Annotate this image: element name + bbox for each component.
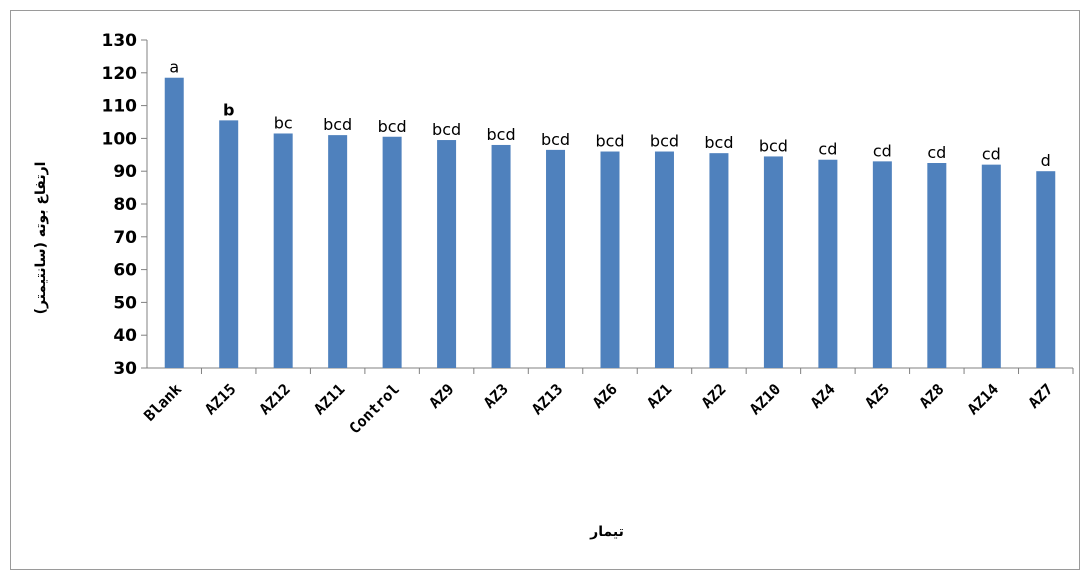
data-label: bcd <box>759 136 788 155</box>
x-tick-label: Control <box>346 380 403 437</box>
bar <box>1036 171 1056 368</box>
x-tick-label: AZ3 <box>480 380 512 412</box>
data-label: bcd <box>487 125 516 144</box>
y-tick-label: 80 <box>113 195 137 215</box>
bar <box>546 149 566 368</box>
data-label: bc <box>274 113 293 132</box>
bar <box>437 140 457 368</box>
x-tick-label: AZ6 <box>589 380 621 412</box>
x-tick-label: AZ2 <box>698 380 730 412</box>
data-label: bcd <box>595 132 624 151</box>
y-tick-label: 100 <box>102 129 138 149</box>
plot-area: 30 40 50 60 70 80 90 100 110 120 130 a Blank b AZ15 bc A… <box>102 31 1074 438</box>
x-tick-label: AZ5 <box>861 380 893 412</box>
data-label: bcd <box>378 117 407 136</box>
y-axis-title: ارتفاع بوته (سانتیمتر) <box>33 162 49 315</box>
y-tick-label: 90 <box>113 162 137 182</box>
data-label: cd <box>818 140 837 159</box>
y-tick-label: 120 <box>102 64 138 84</box>
x-tick-label: AZ7 <box>1025 380 1057 412</box>
bar <box>600 151 620 368</box>
x-tick-label: AZ12 <box>256 380 294 418</box>
bar <box>872 161 892 368</box>
x-tick-label: AZ8 <box>916 380 948 412</box>
y-tick-label: 110 <box>102 97 138 117</box>
data-label: bcd <box>650 132 679 151</box>
data-label: bcd <box>541 130 570 149</box>
y-tick-label: 30 <box>113 359 137 379</box>
x-tick-label: AZ11 <box>310 380 348 418</box>
bar <box>818 159 838 368</box>
data-label: bcd <box>432 120 461 139</box>
data-label: a <box>169 58 179 77</box>
bar <box>164 77 184 368</box>
bar <box>654 151 674 368</box>
data-label: b <box>223 100 234 119</box>
y-tick-label: 130 <box>102 31 138 51</box>
x-tick-label: AZ10 <box>746 380 784 418</box>
x-tick-label: AZ1 <box>643 380 675 412</box>
data-label: cd <box>927 143 946 162</box>
bar <box>981 164 1001 368</box>
bar <box>328 135 348 368</box>
y-tick-label: 40 <box>113 326 137 346</box>
bar <box>927 163 947 368</box>
data-label: cd <box>982 145 1001 164</box>
x-tick-label: AZ15 <box>201 380 239 418</box>
data-label: d <box>1041 151 1051 170</box>
x-tick-label: AZ4 <box>807 380 839 412</box>
data-label: cd <box>873 141 892 160</box>
bar <box>709 153 729 368</box>
x-tick-label: AZ9 <box>426 380 458 412</box>
y-tick-label: 70 <box>113 228 137 248</box>
y-tick-label: 50 <box>113 293 137 313</box>
bar <box>382 136 402 368</box>
x-tick-label: AZ13 <box>528 380 566 418</box>
data-label: bcd <box>704 133 733 152</box>
bar <box>219 120 239 368</box>
bar <box>763 156 783 368</box>
y-tick-label: 60 <box>113 261 137 281</box>
x-axis-title: تیمار <box>589 524 624 540</box>
bar <box>491 144 511 368</box>
x-tick-label: Blank <box>140 380 185 425</box>
data-label: bcd <box>323 115 352 134</box>
bar <box>273 133 293 368</box>
x-tick-label: AZ14 <box>964 380 1002 418</box>
chart-frame <box>10 10 1080 570</box>
